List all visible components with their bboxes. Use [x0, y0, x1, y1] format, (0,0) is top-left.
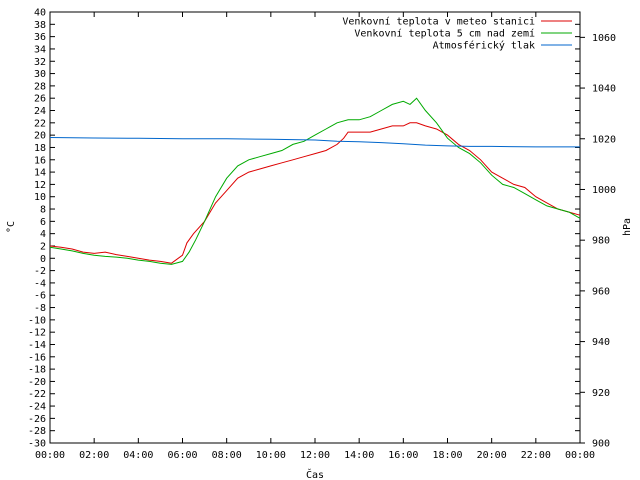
- y-axis-right-title: hPa: [622, 218, 633, 236]
- x-tick-label: 22:00: [521, 450, 551, 461]
- y-right-tick-label: 1060: [592, 33, 616, 44]
- legend-label-1: Venkovní teplota v meteo stanici: [342, 16, 535, 28]
- x-tick-label: 20:00: [477, 450, 507, 461]
- series-line-1: [49, 122, 581, 264]
- y-left-tick-label: 22: [34, 118, 46, 129]
- x-tick-label: 02:00: [79, 450, 109, 461]
- legend-label-2: Venkovní teplota 5 cm nad zemí: [354, 28, 535, 40]
- y-right-tick-label: 1040: [592, 84, 616, 95]
- y-left-tick-label: 10: [34, 192, 46, 203]
- x-axis-ticks: 00:00 02:00 04:00 06:00 08:00 10:00 12:00 14:00…: [35, 12, 595, 461]
- y-left-tick-label: -28: [28, 426, 46, 437]
- y-left-tick-label: -24: [28, 402, 46, 413]
- y-left-tick-label: 24: [34, 106, 46, 117]
- plot-area-frame: [49, 11, 581, 444]
- y-left-tick-label: -12: [28, 328, 46, 339]
- y-left-tick-label: 20: [34, 131, 46, 142]
- y-right-tick-label: 1020: [592, 134, 616, 145]
- x-tick-label: 18:00: [432, 450, 462, 461]
- x-tick-label: 00:00: [35, 450, 65, 461]
- y-left-tick-label: 26: [34, 94, 46, 105]
- y-left-tick-label: -8: [34, 303, 46, 314]
- y-left-tick-label: 16: [34, 155, 46, 166]
- x-tick-label: 00:00: [565, 450, 595, 461]
- x-tick-label: 10:00: [256, 450, 286, 461]
- y-left-tick-label: 8: [40, 205, 46, 216]
- y-right-tick-label: 1000: [592, 185, 616, 196]
- y-left-tick-label: 2: [40, 241, 46, 252]
- x-tick-label: 06:00: [167, 450, 197, 461]
- series-line-3: [49, 137, 580, 148]
- y-left-tick-label: 4: [40, 229, 46, 240]
- y-left-tick-label: 32: [34, 57, 46, 68]
- y-left-tick-label: 40: [34, 8, 46, 19]
- y-axis-left-ticks: -30-28-26-24-22-20-18-16-14-12-10-8-6-4-…: [28, 8, 580, 450]
- x-tick-label: 14:00: [344, 450, 374, 461]
- x-axis-title: Čas: [306, 468, 324, 480]
- y-left-tick-label: -10: [28, 315, 46, 326]
- y-left-tick-label: -4: [34, 278, 46, 289]
- y-axis-left-title: °C: [6, 221, 17, 233]
- y-left-tick-label: 28: [34, 81, 46, 92]
- y-right-tick-label: 940: [592, 337, 610, 348]
- y-left-tick-label: 36: [34, 32, 46, 43]
- y-left-tick-label: -20: [28, 377, 46, 388]
- x-tick-label: 12:00: [300, 450, 330, 461]
- y-left-tick-label: 14: [34, 168, 46, 179]
- y-right-tick-label: 980: [592, 236, 610, 247]
- y-left-tick-label: -26: [28, 414, 46, 425]
- y-left-tick-label: 0: [40, 254, 46, 265]
- series-line-2: [49, 97, 581, 265]
- y-left-tick-label: -6: [34, 291, 46, 302]
- y-left-tick-label: -30: [28, 439, 46, 450]
- y-left-tick-label: 34: [34, 44, 46, 55]
- x-tick-label: 08:00: [212, 450, 242, 461]
- y-left-tick-label: -16: [28, 352, 46, 363]
- y-right-tick-label: 900: [592, 439, 610, 450]
- y-left-tick-label: 12: [34, 180, 46, 191]
- y-left-tick-label: -22: [28, 389, 46, 400]
- y-left-tick-label: -18: [28, 365, 46, 376]
- x-tick-label: 04:00: [123, 450, 153, 461]
- y-left-tick-label: -2: [34, 266, 46, 277]
- legend: Venkovní teplota v meteo staniciVenkovní…: [342, 16, 572, 52]
- y-right-tick-label: 960: [592, 286, 610, 297]
- y-left-tick-label: 18: [34, 143, 46, 154]
- y-left-tick-label: -14: [28, 340, 46, 351]
- series-layer: [49, 97, 581, 265]
- y-left-tick-label: 38: [34, 20, 46, 31]
- x-tick-label: 16:00: [388, 450, 418, 461]
- y-axis-right-ticks: 900 920 940 960 980 1000 1020 1040 1060: [580, 33, 616, 450]
- y-left-tick-label: 6: [40, 217, 46, 228]
- y-left-tick-label: 30: [34, 69, 46, 80]
- legend-label-3: Atmosférický tlak: [433, 40, 535, 52]
- y-right-tick-label: 920: [592, 388, 610, 399]
